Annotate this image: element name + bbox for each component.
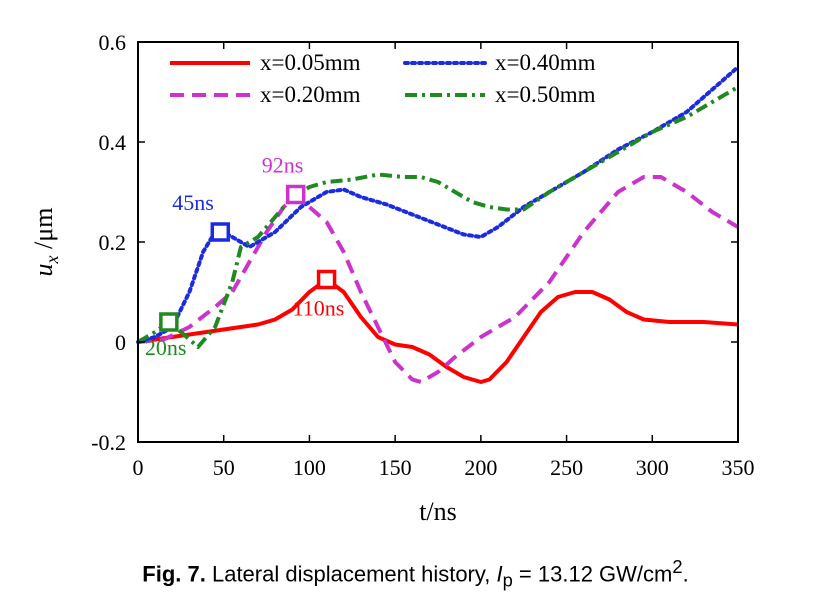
marker-label-20ns: 20ns <box>145 335 187 360</box>
y-tick-label: 0.4 <box>99 130 127 155</box>
caption-variable-subscript: p <box>502 569 513 591</box>
x-tick-label: 200 <box>464 455 497 480</box>
y-axis-label: ux /μm <box>29 208 62 277</box>
x-tick-label: 50 <box>213 455 235 480</box>
marker-label-110ns: 110ns <box>293 296 345 321</box>
y-axis-label-main: u <box>29 263 58 276</box>
legend-label: x=0.05mm <box>260 50 361 75</box>
marker-label-45ns: 45ns <box>172 190 214 215</box>
figure-caption: Fig. 7. Lateral displacement history, Ip… <box>0 556 831 592</box>
y-axis-label-unit: /μm <box>29 208 58 256</box>
x-tick-label: 300 <box>636 455 669 480</box>
caption-end: . <box>682 561 689 587</box>
legend-label: x=0.50mm <box>495 82 596 107</box>
caption-value: = 13.12 GW/cm <box>512 561 673 587</box>
series-line-x-0-50mm <box>136 85 740 349</box>
displacement-chart: 20ns 45ns 92ns 110ns 0 50 100 150 200 250 300 350 -… <box>29 30 755 526</box>
series-line-x-0-20mm <box>137 175 740 384</box>
legend-label: x=0.20mm <box>260 82 361 107</box>
y-axis-label-sub: x <box>42 255 62 264</box>
plot-frame <box>137 41 739 443</box>
legend-label: x=0.40mm <box>495 50 596 75</box>
y-tick-label: -0.2 <box>91 430 126 455</box>
x-axis-label: t/ns <box>419 497 457 526</box>
x-tick-label: 150 <box>379 455 412 480</box>
legend: x=0.05mm x=0.20mm x=0.40mm x=0.50mm <box>170 50 596 107</box>
y-tick-label: 0.2 <box>99 230 127 255</box>
series-line-x-0-05mm <box>137 277 739 384</box>
x-tick-label: 0 <box>133 455 144 480</box>
marker-45ns <box>210 222 231 242</box>
caption-text: Lateral displacement history, <box>205 561 497 587</box>
marker-92ns <box>285 184 306 205</box>
caption-variable: I <box>496 561 503 587</box>
marker-20ns <box>159 312 179 332</box>
marker-110ns <box>316 269 337 290</box>
y-tick-label: 0 <box>115 330 126 355</box>
figure-number: Fig. 7. <box>142 561 206 587</box>
x-tick-label: 350 <box>722 455 755 480</box>
x-tick-label: 250 <box>550 455 583 480</box>
marker-label-92ns: 92ns <box>262 153 304 178</box>
y-tick-label: 0.6 <box>99 30 127 55</box>
x-tick-label: 100 <box>293 455 326 480</box>
series-line-x-0-40mm <box>136 65 740 344</box>
caption-superscript: 2 <box>672 556 683 577</box>
